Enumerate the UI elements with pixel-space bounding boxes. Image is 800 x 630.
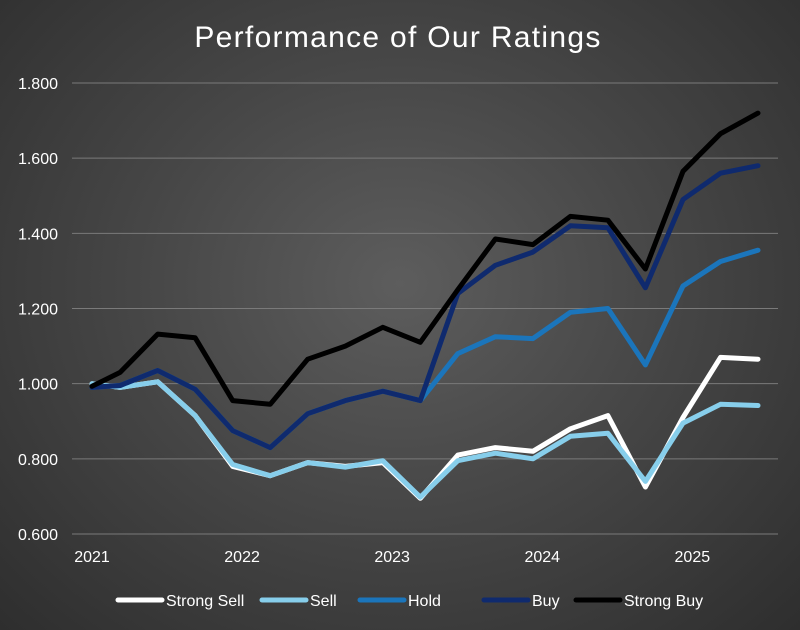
x-tick-label: 2022 bbox=[224, 549, 260, 566]
y-tick-label: 0.600 bbox=[18, 527, 58, 544]
legend-item-strong-buy: Strong Buy bbox=[573, 593, 703, 610]
legend-item-strong-sell: Strong Sell bbox=[115, 593, 244, 610]
x-tick-label: 2021 bbox=[74, 549, 110, 566]
y-axis-ticks: 0.600 0.800 1.000 1.200 1.400 1.600 1.800 bbox=[18, 76, 58, 544]
legend-label: Hold bbox=[408, 593, 441, 610]
chart-title: Performance of Our Ratings bbox=[194, 21, 601, 54]
series-line-strong-sell bbox=[89, 354, 761, 501]
series-line-strong-buy bbox=[89, 110, 761, 407]
legend-label: Sell bbox=[310, 593, 337, 610]
y-tick-label: 1.600 bbox=[18, 151, 58, 168]
x-tick-label: 2023 bbox=[374, 549, 410, 566]
y-tick-label: 1.000 bbox=[18, 377, 58, 394]
x-tick-label: 2025 bbox=[675, 549, 711, 566]
x-axis-ticks: 2021 2022 2023 2024 2025 bbox=[74, 549, 710, 566]
legend-label: Strong Sell bbox=[166, 593, 244, 610]
legend-label: Buy bbox=[532, 593, 560, 610]
legend-label: Strong Buy bbox=[624, 593, 703, 610]
series-line-sell bbox=[89, 379, 761, 500]
legend-item-buy: Buy bbox=[481, 593, 560, 610]
legend-item-sell: Sell bbox=[259, 593, 337, 610]
series-lines bbox=[89, 110, 761, 501]
y-tick-label: 0.800 bbox=[18, 452, 58, 469]
y-tick-label: 1.200 bbox=[18, 302, 58, 319]
series-line-buy bbox=[89, 163, 761, 451]
legend-item-hold: Hold bbox=[357, 593, 441, 610]
y-tick-label: 1.400 bbox=[18, 226, 58, 243]
series-line-hold bbox=[89, 247, 761, 451]
x-tick-label: 2024 bbox=[524, 549, 560, 566]
legend: Strong Sell Sell Hold Buy Strong Buy bbox=[115, 593, 703, 610]
y-tick-label: 1.800 bbox=[18, 76, 58, 93]
